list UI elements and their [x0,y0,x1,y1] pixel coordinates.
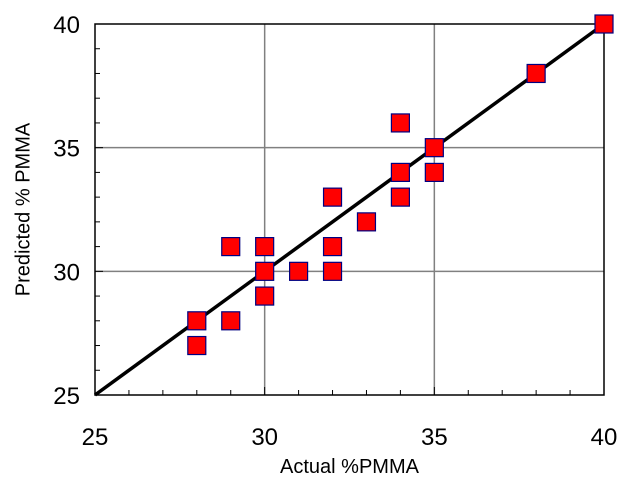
grid-lines [95,24,604,395]
axis-ticks [94,23,605,396]
plot-area-frame [94,23,605,396]
data-point [255,261,275,281]
y-axis-title: Predicted % PMMA [12,122,34,296]
data-point [526,63,546,84]
y-tick-label: 40 [53,12,80,39]
x-tick-label: 40 [591,424,617,451]
data-point [390,162,410,182]
data-point [187,311,207,331]
y-tick-label: 25 [53,383,80,410]
data-point [390,113,410,133]
x-tick-label: 25 [82,424,109,451]
data-point [356,212,377,232]
data-point [255,286,275,306]
data-points [187,14,614,356]
data-point [390,187,410,207]
fit-line [93,22,606,397]
tick-labels: 25 30 35 40 25 30 35 40 [53,12,617,451]
data-point [289,261,309,281]
data-point [221,311,241,331]
data-point [255,237,275,257]
data-point [594,14,614,34]
data-point [322,237,343,257]
x-tick-label: 30 [251,424,278,451]
data-point [221,237,241,257]
y-tick-label: 30 [53,259,80,286]
y-tick-label: 35 [53,136,80,163]
data-point [187,335,207,356]
x-tick-label: 35 [421,424,448,451]
x-axis-title: Actual %PMMA [280,456,420,478]
data-point [322,187,343,207]
fit-line-group [93,22,606,397]
data-point [424,162,444,182]
data-point [322,261,343,281]
data-point [424,138,444,158]
